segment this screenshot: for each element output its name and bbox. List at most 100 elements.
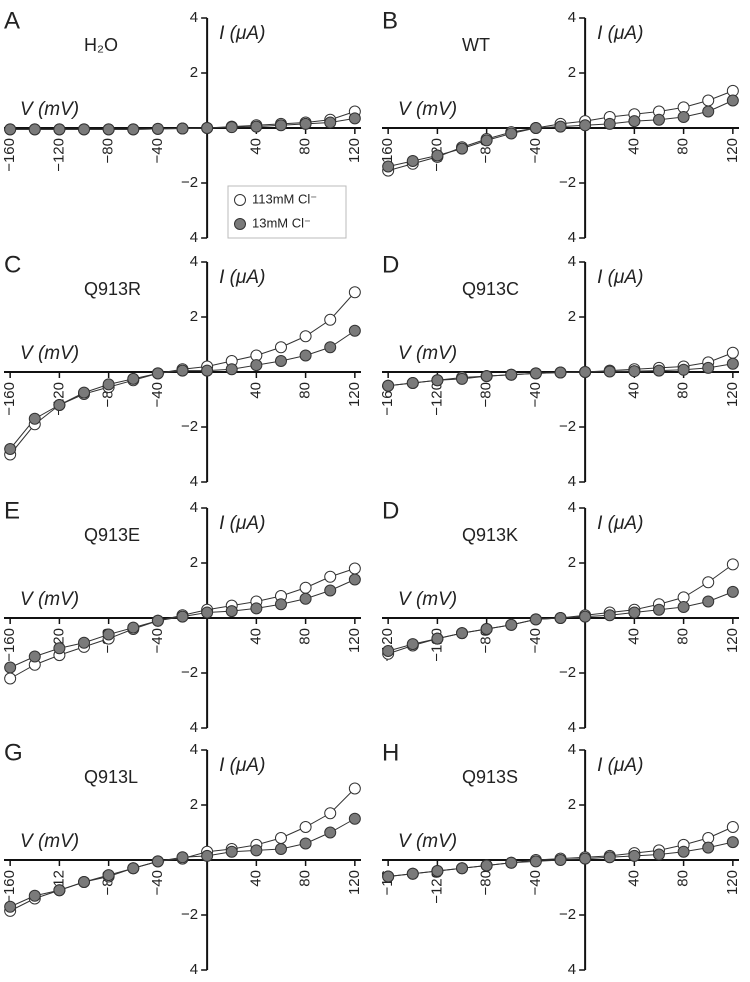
panel-letter: H	[382, 739, 399, 766]
y-tick-label: 4	[190, 9, 198, 26]
x-tick-label: −120	[428, 870, 445, 904]
data-point	[652, 113, 665, 126]
data-point	[250, 602, 263, 615]
x-tick-label: 120	[724, 382, 741, 407]
x-tick-label: −80	[478, 382, 495, 407]
y-tick-label: 2	[568, 554, 576, 571]
legend-label: 13mM Cl⁻	[252, 215, 311, 230]
y-tick-label: 2	[568, 308, 576, 325]
x-tick-label: 40	[247, 870, 264, 887]
x-tick-label: 40	[247, 628, 264, 645]
data-point	[702, 94, 715, 107]
data-point	[579, 610, 592, 623]
x-tick-label: −40	[527, 870, 544, 895]
data-point	[554, 120, 567, 133]
y-tick-label: 4	[568, 499, 576, 516]
data-point	[102, 378, 115, 391]
y-tick-label: −2	[181, 664, 198, 681]
x-tick-label: 40	[625, 382, 642, 399]
y-tick-label: 4	[568, 9, 576, 26]
data-point	[348, 562, 361, 575]
panel-title: Q913S	[462, 767, 518, 787]
data-point	[299, 349, 312, 362]
data-point	[579, 366, 592, 378]
data-point	[53, 642, 66, 655]
data-point	[127, 621, 140, 634]
data-point	[628, 849, 641, 862]
data-point	[726, 836, 739, 849]
data-point	[348, 573, 361, 586]
data-point	[201, 606, 214, 619]
data-point	[250, 120, 263, 133]
data-point	[702, 361, 715, 374]
data-point	[225, 605, 238, 618]
x-tick-label: −80	[478, 870, 495, 895]
data-point	[324, 826, 337, 839]
data-point	[250, 359, 263, 372]
data-point	[127, 123, 140, 136]
data-point	[274, 355, 287, 367]
x-tick-label: −40	[527, 628, 544, 653]
data-point	[529, 855, 542, 868]
data-point	[406, 377, 419, 389]
panel-letter: C	[4, 251, 21, 278]
data-point	[406, 638, 419, 651]
data-point	[176, 122, 189, 135]
data-point	[102, 123, 115, 136]
x-tick-label: 40	[625, 870, 642, 887]
x-tick-label: −80	[478, 628, 495, 653]
panel-title: Q913L	[84, 767, 138, 787]
data-point	[603, 851, 616, 864]
x-axis-label: V (mV)	[398, 99, 457, 120]
data-point	[201, 364, 214, 377]
data-point	[299, 837, 312, 850]
data-point	[726, 585, 739, 598]
x-tick-label: 120	[724, 628, 741, 653]
data-point	[324, 341, 337, 354]
data-point	[28, 889, 41, 902]
data-point	[299, 592, 312, 605]
x-tick-label: −160	[1, 870, 18, 904]
data-point	[456, 627, 469, 640]
x-tick-label: 120	[346, 628, 363, 653]
data-point	[201, 849, 214, 862]
y-tick-label: 2	[568, 64, 576, 81]
data-point	[102, 628, 115, 641]
y-tick-label: 4	[190, 499, 198, 516]
data-point	[4, 900, 17, 913]
data-point	[529, 613, 542, 626]
x-tick-label: 120	[724, 870, 741, 895]
data-point	[176, 851, 189, 864]
data-point	[382, 645, 395, 657]
data-point	[102, 869, 115, 882]
data-point	[456, 372, 469, 385]
x-tick-label: 120	[724, 138, 741, 163]
data-point	[4, 672, 17, 685]
data-point	[628, 365, 641, 378]
data-point	[299, 821, 312, 833]
y-tick-label: 2	[190, 796, 198, 813]
data-point	[324, 807, 337, 820]
x-tick-label: 80	[297, 870, 314, 887]
data-point	[4, 443, 17, 455]
data-point	[480, 859, 493, 872]
data-point	[529, 367, 542, 380]
y-tick-label: 4	[190, 741, 198, 758]
data-point	[250, 844, 263, 857]
data-point	[274, 119, 287, 132]
data-point	[702, 841, 715, 854]
data-point	[28, 650, 41, 663]
x-axis-label: V (mV)	[398, 589, 457, 610]
data-point	[702, 576, 715, 589]
x-tick-label: −160	[1, 382, 18, 416]
data-point	[505, 127, 518, 140]
data-point	[677, 363, 690, 376]
x-tick-label: −40	[149, 138, 166, 163]
data-point	[4, 123, 17, 136]
x-tick-label: 80	[675, 628, 692, 645]
x-tick-label: −80	[100, 138, 117, 163]
data-point	[652, 364, 665, 377]
